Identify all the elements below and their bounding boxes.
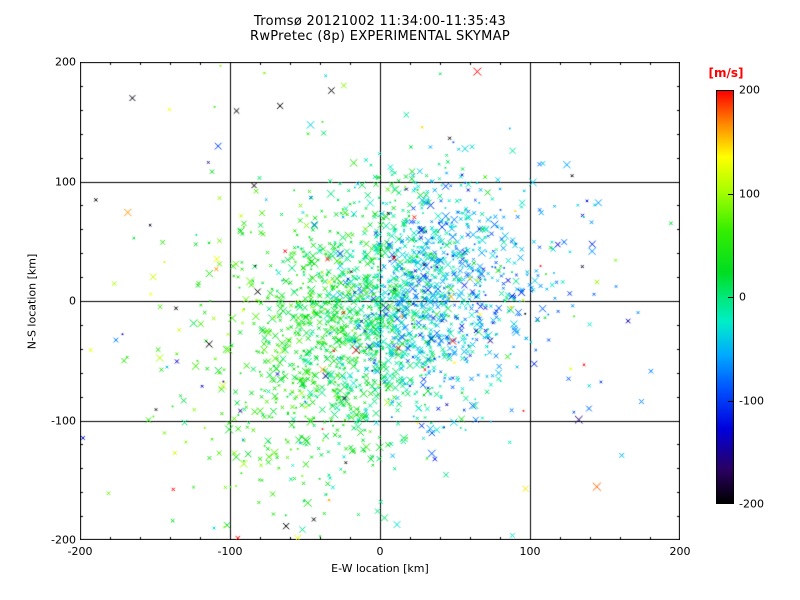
colorbar-tick-label: 0 bbox=[739, 290, 746, 304]
colorbar-tick-mark bbox=[728, 400, 733, 402]
colorbar-tick-mark bbox=[728, 90, 733, 91]
x-tick-label: 200 bbox=[669, 545, 691, 558]
plot-area bbox=[80, 62, 680, 540]
chart-subtitle: RwPretec (8p) EXPERIMENTAL SKYMAP bbox=[249, 29, 510, 44]
colorbar-title: [m/s] bbox=[708, 66, 744, 80]
y-tick-label: -100 bbox=[51, 414, 76, 427]
y-tick-label: 0 bbox=[69, 294, 76, 308]
colorbar-tick-label: -100 bbox=[739, 394, 764, 407]
colorbar-tick-mark bbox=[728, 193, 733, 195]
y-tick-label: 200 bbox=[55, 55, 76, 69]
x-tick-label: -200 bbox=[67, 545, 93, 558]
y-axis-label: N-S location [km] bbox=[25, 253, 39, 350]
colorbar-tick-label: 200 bbox=[739, 83, 760, 97]
y-axis-tick-labels: -200 -100 0 100 200 bbox=[38, 56, 76, 547]
x-tick-label: 100 bbox=[519, 545, 541, 558]
colorbar-tick-marks bbox=[728, 90, 734, 504]
x-tick-label: -100 bbox=[217, 545, 243, 558]
x-tick-label: 0 bbox=[376, 545, 384, 558]
colorbar-tick-label: -200 bbox=[739, 497, 764, 511]
x-axis-tick-labels: -200 -100 0 100 200 bbox=[68, 545, 691, 559]
colorbar-tick-mark bbox=[728, 503, 733, 504]
x-axis-label: E-W location [km] bbox=[331, 562, 429, 575]
colorbar-tick-label: 100 bbox=[739, 187, 760, 200]
colorbar-tick-labels: 200 100 0 -100 -200 bbox=[739, 84, 779, 511]
y-tick-label: 100 bbox=[55, 175, 76, 188]
chart-title: Tromsø 20121002 11:34:00-11:35:43 bbox=[253, 14, 507, 29]
y-tick-label: -200 bbox=[51, 533, 76, 547]
scatter-canvas bbox=[80, 62, 680, 540]
colorbar-tick-mark bbox=[728, 297, 733, 298]
chart-title-block: Tromsø 20121002 11:34:00-11:35:43 RwPret… bbox=[80, 14, 680, 44]
